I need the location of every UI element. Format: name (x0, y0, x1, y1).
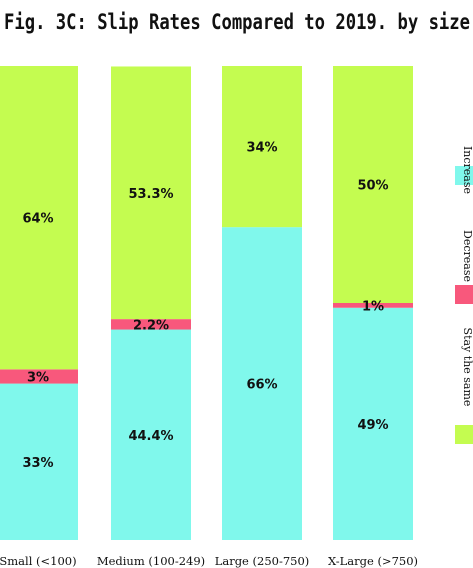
x-tick-label-1: Medium (100-249) (97, 554, 205, 568)
data-label-decrease-0: 3% (27, 370, 49, 385)
data-label-increase-0: 33% (22, 456, 53, 471)
bar-stay-the-same-2 (222, 66, 302, 228)
x-tick-label-3: X-Large (>750) (328, 554, 418, 568)
legend-label-decrease: Decrease (461, 230, 473, 282)
chart-title: Fig. 3C: Slip Rates Compared to 2019. by… (4, 10, 470, 34)
data-labels-group: 33% 3% 64% 44.4% 2.2% 53.3% 66% 34% 49% 1% 50% (22, 141, 388, 471)
bar-increase-3 (333, 307, 413, 540)
bar-decrease-0 (0, 369, 78, 384)
legend-swatch-increase (455, 166, 473, 185)
x-tick-label-2: Large (250-750) (215, 554, 310, 568)
data-label-stay-the-same-2: 34% (246, 141, 277, 156)
legend-label-stay-the-same: Stay the same (461, 328, 473, 407)
bar-increase-1 (111, 329, 191, 540)
data-label-stay-the-same-3: 50% (357, 179, 388, 194)
data-label-increase-1: 44.4% (128, 429, 173, 444)
legend: Increase Decrease Stay the same (455, 146, 473, 444)
data-label-decrease-3: 1% (362, 299, 384, 314)
data-label-stay-the-same-0: 64% (22, 212, 53, 227)
legend-swatch-decrease (455, 285, 473, 304)
x-tick-label-0: Small (<100) (0, 554, 77, 568)
data-label-stay-the-same-1: 53.3% (128, 187, 173, 202)
bars-group (0, 66, 413, 540)
bar-decrease-1 (111, 319, 191, 330)
bar-stay-the-same-3 (333, 66, 413, 303)
legend-label-increase: Increase (461, 146, 473, 194)
bar-stay-the-same-1 (111, 66, 191, 320)
bar-decrease-3 (333, 303, 413, 308)
data-label-decrease-1: 2.2% (133, 318, 169, 333)
data-label-increase-3: 49% (357, 418, 388, 433)
x-axis-ticks: Small (<100) Medium (100-249) Large (250-7… (0, 554, 418, 568)
data-label-increase-2: 66% (246, 378, 277, 393)
bar-increase-0 (0, 383, 78, 540)
bar-increase-2 (222, 227, 302, 540)
legend-swatch-stay-the-same (455, 425, 473, 444)
bar-stay-the-same-0 (0, 66, 78, 370)
